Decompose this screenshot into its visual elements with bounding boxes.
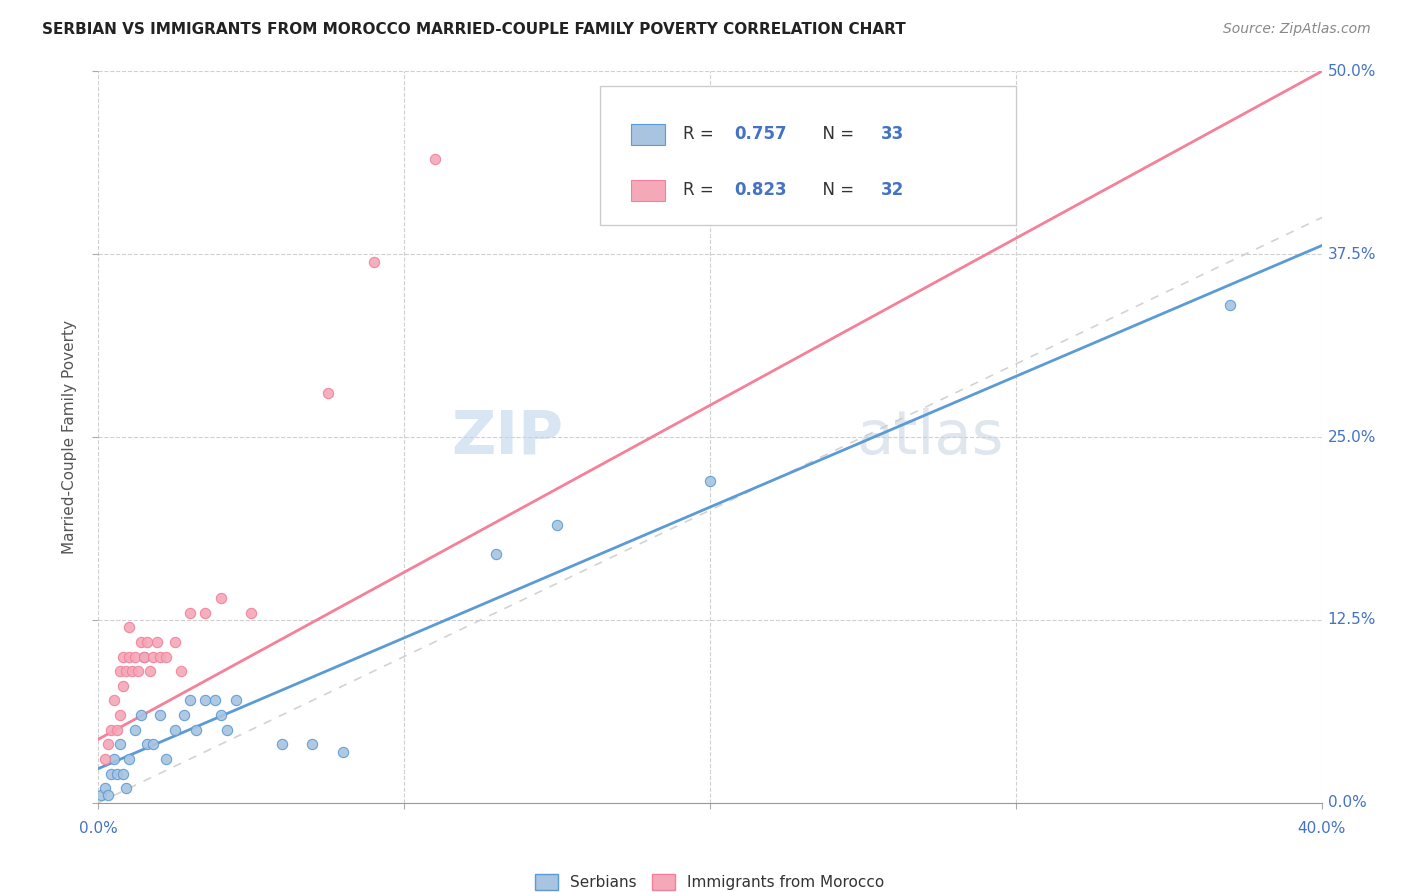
Point bbox=[111, 649, 134, 664]
Point bbox=[179, 606, 201, 620]
Legend: Serbians, Immigrants from Morocco: Serbians, Immigrants from Morocco bbox=[536, 874, 884, 890]
Point bbox=[136, 737, 159, 751]
Point bbox=[546, 517, 568, 532]
Point bbox=[155, 649, 177, 664]
Point bbox=[301, 737, 323, 751]
Point bbox=[332, 745, 354, 759]
Point bbox=[129, 635, 152, 649]
Y-axis label: Married-Couple Family Poverty: Married-Couple Family Poverty bbox=[62, 320, 77, 554]
Text: Source: ZipAtlas.com: Source: ZipAtlas.com bbox=[1223, 22, 1371, 37]
Point bbox=[103, 752, 125, 766]
Text: 25.0%: 25.0% bbox=[1327, 430, 1376, 444]
Text: 0.0%: 0.0% bbox=[79, 821, 118, 836]
Text: N =: N = bbox=[811, 181, 859, 199]
Point bbox=[149, 708, 172, 723]
Point bbox=[170, 664, 193, 678]
Text: 33: 33 bbox=[882, 126, 904, 144]
Text: 50.0%: 50.0% bbox=[1327, 64, 1376, 78]
Point bbox=[118, 649, 141, 664]
Point bbox=[209, 708, 232, 723]
Point bbox=[145, 635, 167, 649]
Text: 0.757: 0.757 bbox=[734, 126, 787, 144]
Point bbox=[118, 752, 141, 766]
Point bbox=[97, 737, 120, 751]
Point bbox=[316, 386, 339, 401]
Point bbox=[134, 649, 156, 664]
Point bbox=[186, 723, 208, 737]
Point bbox=[215, 723, 238, 737]
Text: R =: R = bbox=[683, 181, 718, 199]
FancyBboxPatch shape bbox=[630, 124, 665, 145]
Point bbox=[100, 766, 122, 780]
Point bbox=[108, 708, 131, 723]
Point bbox=[155, 752, 177, 766]
Text: R =: R = bbox=[683, 126, 718, 144]
Text: N =: N = bbox=[811, 126, 859, 144]
Point bbox=[163, 635, 186, 649]
Point bbox=[129, 708, 152, 723]
Point bbox=[93, 752, 115, 766]
Point bbox=[105, 723, 128, 737]
Point bbox=[115, 781, 138, 796]
Text: 0.0%: 0.0% bbox=[1327, 796, 1367, 810]
Text: atlas: atlas bbox=[856, 408, 1004, 467]
Text: SERBIAN VS IMMIGRANTS FROM MOROCCO MARRIED-COUPLE FAMILY POVERTY CORRELATION CHA: SERBIAN VS IMMIGRANTS FROM MOROCCO MARRI… bbox=[42, 22, 905, 37]
Point bbox=[97, 789, 120, 803]
Point bbox=[136, 635, 159, 649]
Point bbox=[93, 781, 115, 796]
Point bbox=[270, 737, 292, 751]
Point bbox=[108, 737, 131, 751]
Point bbox=[485, 547, 508, 561]
Point bbox=[1219, 298, 1241, 312]
Point bbox=[115, 664, 138, 678]
Point bbox=[149, 649, 172, 664]
Text: 40.0%: 40.0% bbox=[1298, 821, 1346, 836]
Point bbox=[111, 766, 134, 780]
Point bbox=[124, 649, 146, 664]
Text: 0.823: 0.823 bbox=[734, 181, 787, 199]
Point bbox=[194, 606, 217, 620]
Point bbox=[121, 664, 143, 678]
Point bbox=[173, 708, 195, 723]
Point bbox=[423, 152, 446, 166]
Point bbox=[194, 693, 217, 707]
Point bbox=[363, 254, 385, 268]
Text: 12.5%: 12.5% bbox=[1327, 613, 1376, 627]
Point bbox=[103, 693, 125, 707]
Point bbox=[142, 737, 165, 751]
Point bbox=[118, 620, 141, 634]
Point bbox=[134, 649, 156, 664]
Point bbox=[163, 723, 186, 737]
FancyBboxPatch shape bbox=[600, 86, 1015, 225]
Point bbox=[124, 723, 146, 737]
Point bbox=[179, 693, 201, 707]
Point bbox=[204, 693, 226, 707]
Text: 37.5%: 37.5% bbox=[1327, 247, 1376, 261]
Point bbox=[108, 664, 131, 678]
Point bbox=[225, 693, 247, 707]
Point bbox=[240, 606, 263, 620]
Point bbox=[100, 723, 122, 737]
Point bbox=[127, 664, 149, 678]
Point bbox=[105, 766, 128, 780]
Point bbox=[209, 591, 232, 605]
Text: 32: 32 bbox=[882, 181, 904, 199]
Point bbox=[699, 474, 721, 488]
Point bbox=[111, 679, 134, 693]
Point bbox=[139, 664, 162, 678]
FancyBboxPatch shape bbox=[630, 180, 665, 201]
Point bbox=[142, 649, 165, 664]
Text: ZIP: ZIP bbox=[451, 408, 564, 467]
Point bbox=[90, 789, 112, 803]
